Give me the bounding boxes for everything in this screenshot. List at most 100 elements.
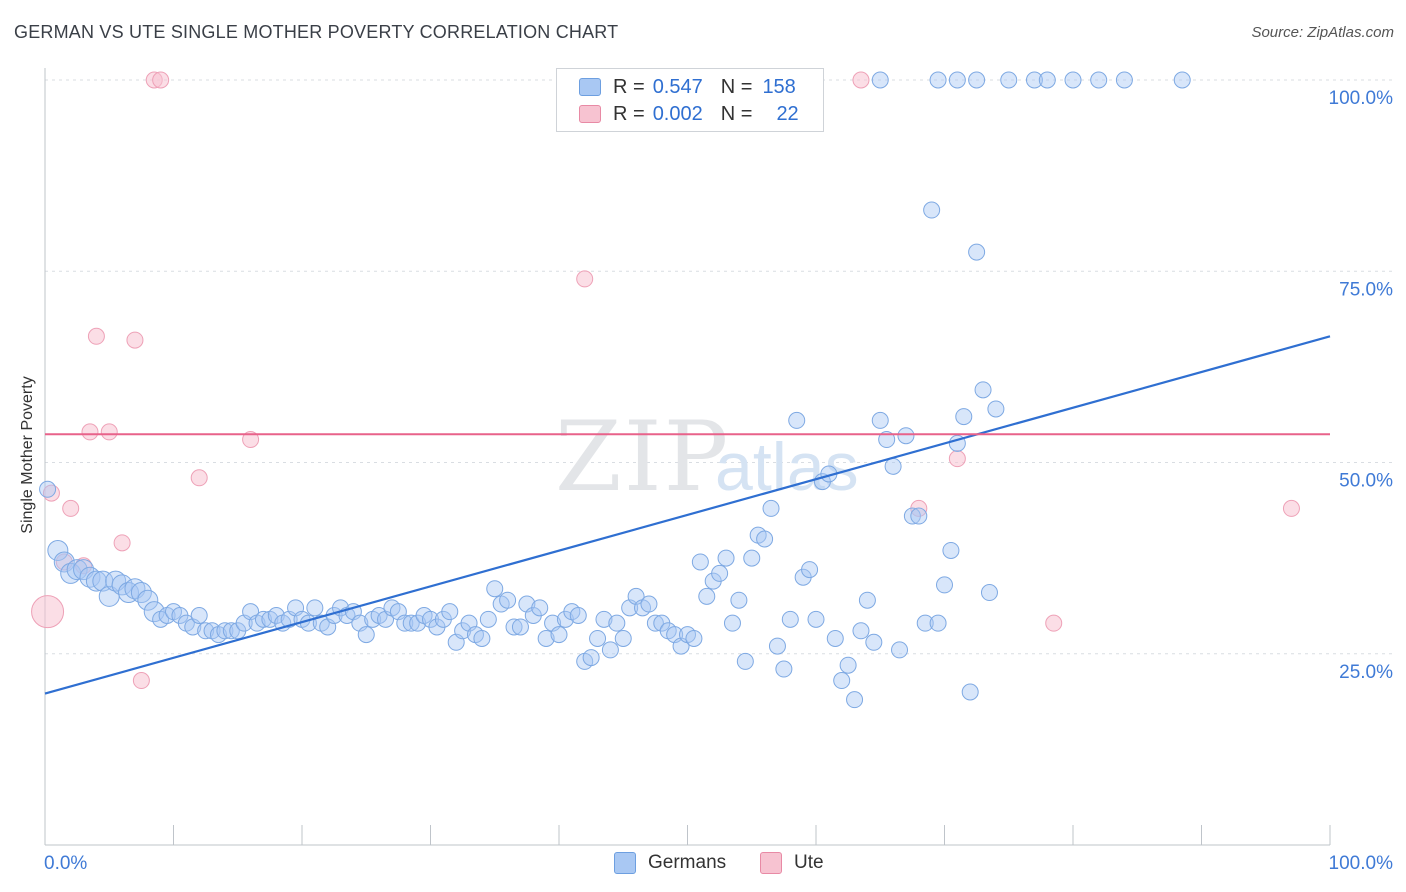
german-point <box>929 614 947 632</box>
bottom-legend-label-ute: Ute <box>794 852 824 873</box>
german-point <box>473 629 491 647</box>
german-point <box>1000 71 1018 89</box>
german-point <box>306 599 324 617</box>
ute-point <box>152 71 170 89</box>
german-point <box>698 587 716 605</box>
german-point <box>1115 71 1133 89</box>
german-point <box>118 582 140 604</box>
german-point <box>891 641 909 659</box>
y-tick-label: 100.0% <box>1329 88 1394 109</box>
german-point <box>936 576 953 594</box>
y-tick-label: 75.0% <box>1339 279 1393 300</box>
german-point <box>357 626 375 644</box>
german-point <box>582 649 600 667</box>
german-point <box>903 507 921 525</box>
german-point <box>910 507 928 525</box>
german-trend-line <box>44 335 1331 695</box>
german-point <box>254 610 272 628</box>
legend-n-label: N = <box>720 102 753 125</box>
german-point <box>550 626 568 644</box>
german-point <box>646 614 664 632</box>
german-point <box>839 656 857 674</box>
german-point <box>775 660 793 678</box>
german-point <box>511 618 529 636</box>
ute-point <box>242 431 260 449</box>
german-point <box>1090 71 1108 89</box>
german-point <box>531 599 549 617</box>
german-point <box>479 610 497 628</box>
ute-point <box>948 450 966 468</box>
german-point <box>788 411 806 429</box>
german-point <box>858 591 876 609</box>
correlation-legend: R = 0.547 N = 158 R = 0.002 N = 22 <box>556 68 824 132</box>
ute-point <box>1045 614 1063 632</box>
chart-source: Source: ZipAtlas.com <box>1251 24 1394 41</box>
german-point <box>499 591 517 609</box>
german-point <box>396 614 414 632</box>
german-point <box>589 629 607 647</box>
german-point <box>1025 71 1043 89</box>
german-point <box>216 622 234 640</box>
x-tick-label: 100.0% <box>1329 853 1394 874</box>
ute-points <box>31 71 1300 690</box>
german-point <box>781 610 799 628</box>
german-point <box>942 541 960 559</box>
german-point <box>826 629 844 647</box>
german-point <box>691 553 709 571</box>
german-point <box>923 201 941 219</box>
german-point <box>486 580 504 598</box>
legend-row-ute: R = 0.002 N = 22 <box>579 101 799 127</box>
german-point <box>85 570 107 592</box>
german-point <box>871 71 889 89</box>
german-point <box>711 564 729 582</box>
watermark-zip: ZIP <box>555 401 730 513</box>
german-point <box>569 607 587 624</box>
german-point <box>768 637 786 655</box>
ute-point <box>190 469 208 487</box>
german-point <box>871 411 889 429</box>
german-point <box>980 584 998 602</box>
german-point <box>640 595 658 613</box>
legend-n-label: N = <box>720 75 753 98</box>
german-point <box>537 629 555 647</box>
german-point <box>756 530 774 548</box>
ute-point <box>1282 499 1300 517</box>
y-tick-label: 50.0% <box>1339 471 1393 492</box>
german-point <box>955 408 973 426</box>
german-point <box>601 641 619 659</box>
legend-r-label: R = <box>613 75 645 98</box>
legend-r-value: 0.547 <box>652 75 703 98</box>
bottom-legend-germans: Germans <box>614 852 726 874</box>
german-point <box>968 243 986 261</box>
y-tick-label: 25.0% <box>1339 662 1393 683</box>
german-point <box>608 614 626 632</box>
legend-swatch-ute <box>579 105 601 123</box>
german-point <box>685 629 703 647</box>
y-axis-label: Single Mother Poverty <box>19 376 36 534</box>
ute-point <box>81 423 99 441</box>
x-tick-label: 0.0% <box>44 853 87 874</box>
ute-point <box>576 270 594 288</box>
german-point <box>402 614 420 632</box>
ute-point <box>126 331 144 349</box>
ute-point <box>132 672 150 690</box>
legend-r-value: 0.002 <box>652 102 703 125</box>
legend-row-germans: R = 0.547 N = 158 <box>579 74 796 100</box>
german-point <box>197 622 215 640</box>
german-point <box>987 400 1005 418</box>
chart-title: GERMAN VS UTE SINGLE MOTHER POVERTY CORR… <box>14 22 619 42</box>
german-point <box>39 480 57 498</box>
german-point <box>948 71 966 89</box>
german-point <box>801 561 819 579</box>
legend-n-value: 22 <box>776 102 799 125</box>
watermark-atlas: atlas <box>715 429 859 505</box>
german-point <box>974 381 992 399</box>
german-point <box>1064 71 1082 89</box>
german-point <box>222 622 240 640</box>
german-point <box>865 633 883 651</box>
bottom-legend-ute: Ute <box>760 852 824 874</box>
german-point <box>505 618 523 636</box>
german-point <box>736 652 754 670</box>
german-point <box>833 672 851 690</box>
